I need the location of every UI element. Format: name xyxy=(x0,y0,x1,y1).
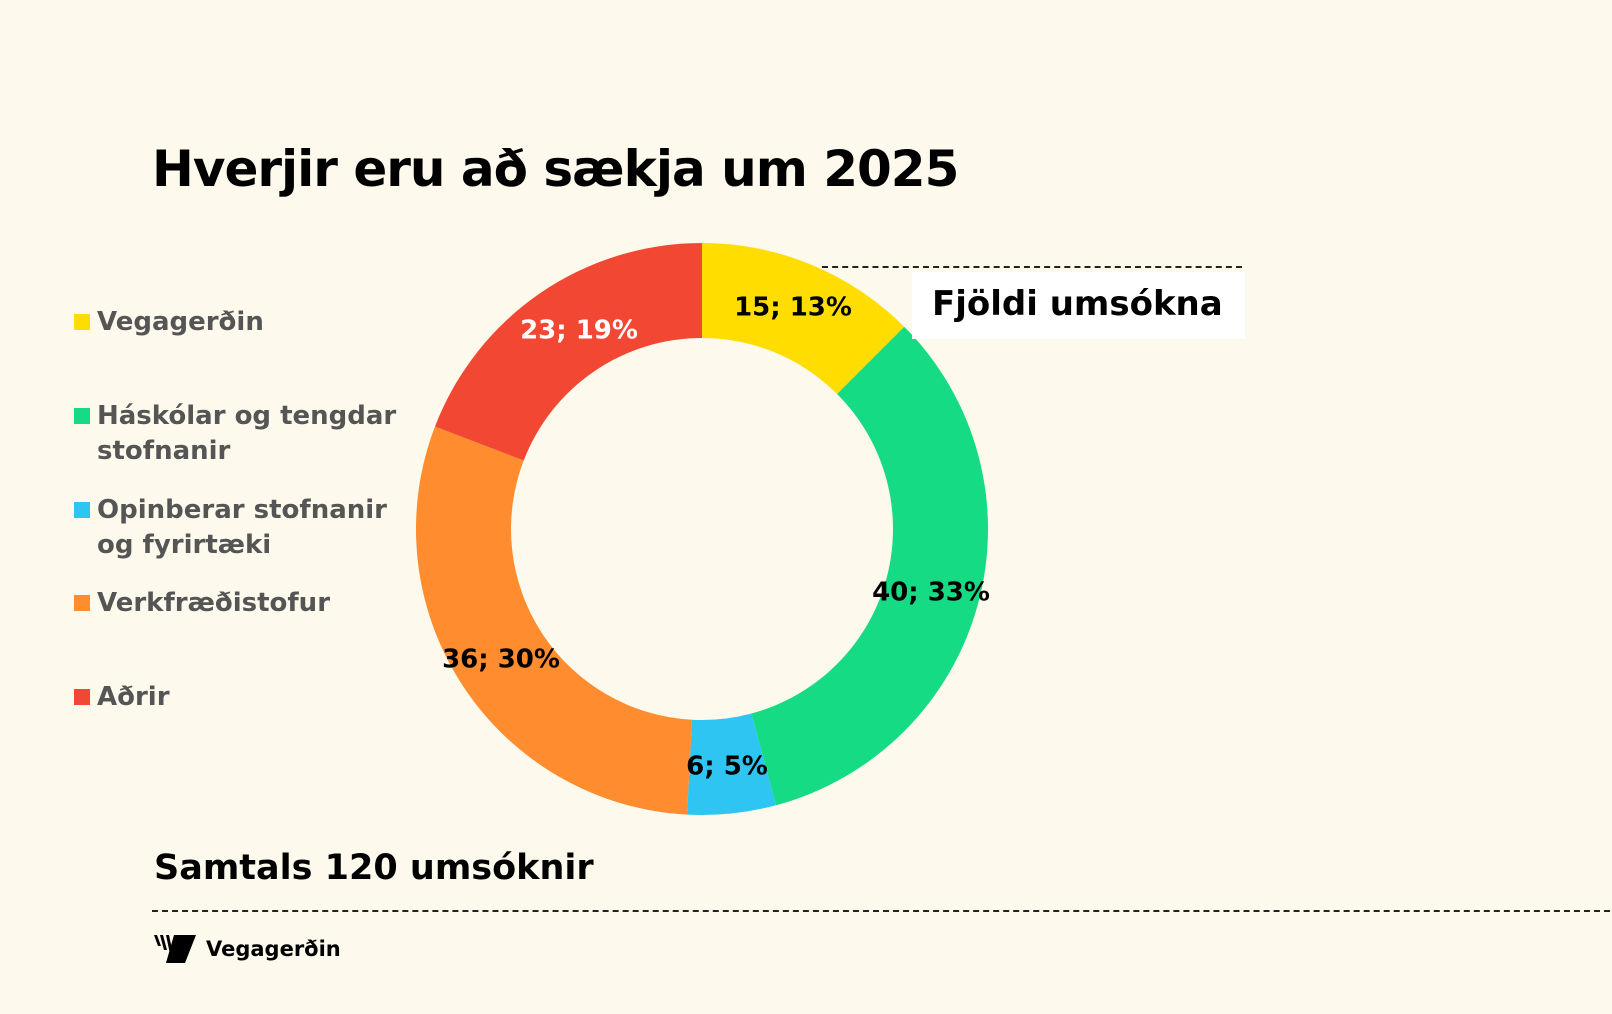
legend-item: Vegagerðin xyxy=(74,305,414,340)
donut-slice-5 xyxy=(434,243,702,461)
donut-slice-1 xyxy=(702,243,905,394)
data-label: 6; 5% xyxy=(686,752,768,782)
legend-label: Vegagerðin xyxy=(97,307,264,337)
data-label: 40; 33% xyxy=(872,578,990,608)
logo: Vegagerðin xyxy=(152,934,341,964)
legend-label: Aðrir xyxy=(97,682,170,712)
data-label: 36; 30% xyxy=(442,645,560,675)
legend-item: Verkfræðistofur xyxy=(74,586,414,621)
chart-title: Hverjir eru að sækja um 2025 xyxy=(152,140,959,198)
data-label: 15; 13% xyxy=(734,293,852,323)
series-title: Fjöldi umsókna xyxy=(932,284,1223,324)
logo-text: Vegagerðin xyxy=(206,937,341,961)
legend-swatch xyxy=(74,502,90,518)
legend-swatch xyxy=(74,595,90,611)
donut-slice-2 xyxy=(751,326,988,806)
footer-divider xyxy=(152,910,1610,912)
legend-label: Háskólar og tengdar stofnanir xyxy=(97,401,397,466)
divider xyxy=(822,266,1242,268)
legend-swatch xyxy=(74,314,90,330)
series-title-box: Fjöldi umsókna xyxy=(912,272,1245,339)
total-label: Samtals 120 umsóknir xyxy=(154,848,594,888)
legend-item: Háskólar og tengdar stofnanir xyxy=(74,399,404,469)
legend-item: Opinberar stofnanir og fyrirtæki xyxy=(74,493,394,563)
logo-icon xyxy=(154,935,196,963)
legend-item: Aðrir xyxy=(74,680,414,715)
legend-label: Opinberar stofnanir og fyrirtæki xyxy=(97,495,387,560)
legend-label: Verkfræðistofur xyxy=(97,588,331,618)
legend-swatch xyxy=(74,408,90,424)
donut-slice-4 xyxy=(416,426,693,815)
data-label: 23; 19% xyxy=(520,316,638,346)
donut-slice-3 xyxy=(687,713,777,815)
legend-swatch xyxy=(74,689,90,705)
